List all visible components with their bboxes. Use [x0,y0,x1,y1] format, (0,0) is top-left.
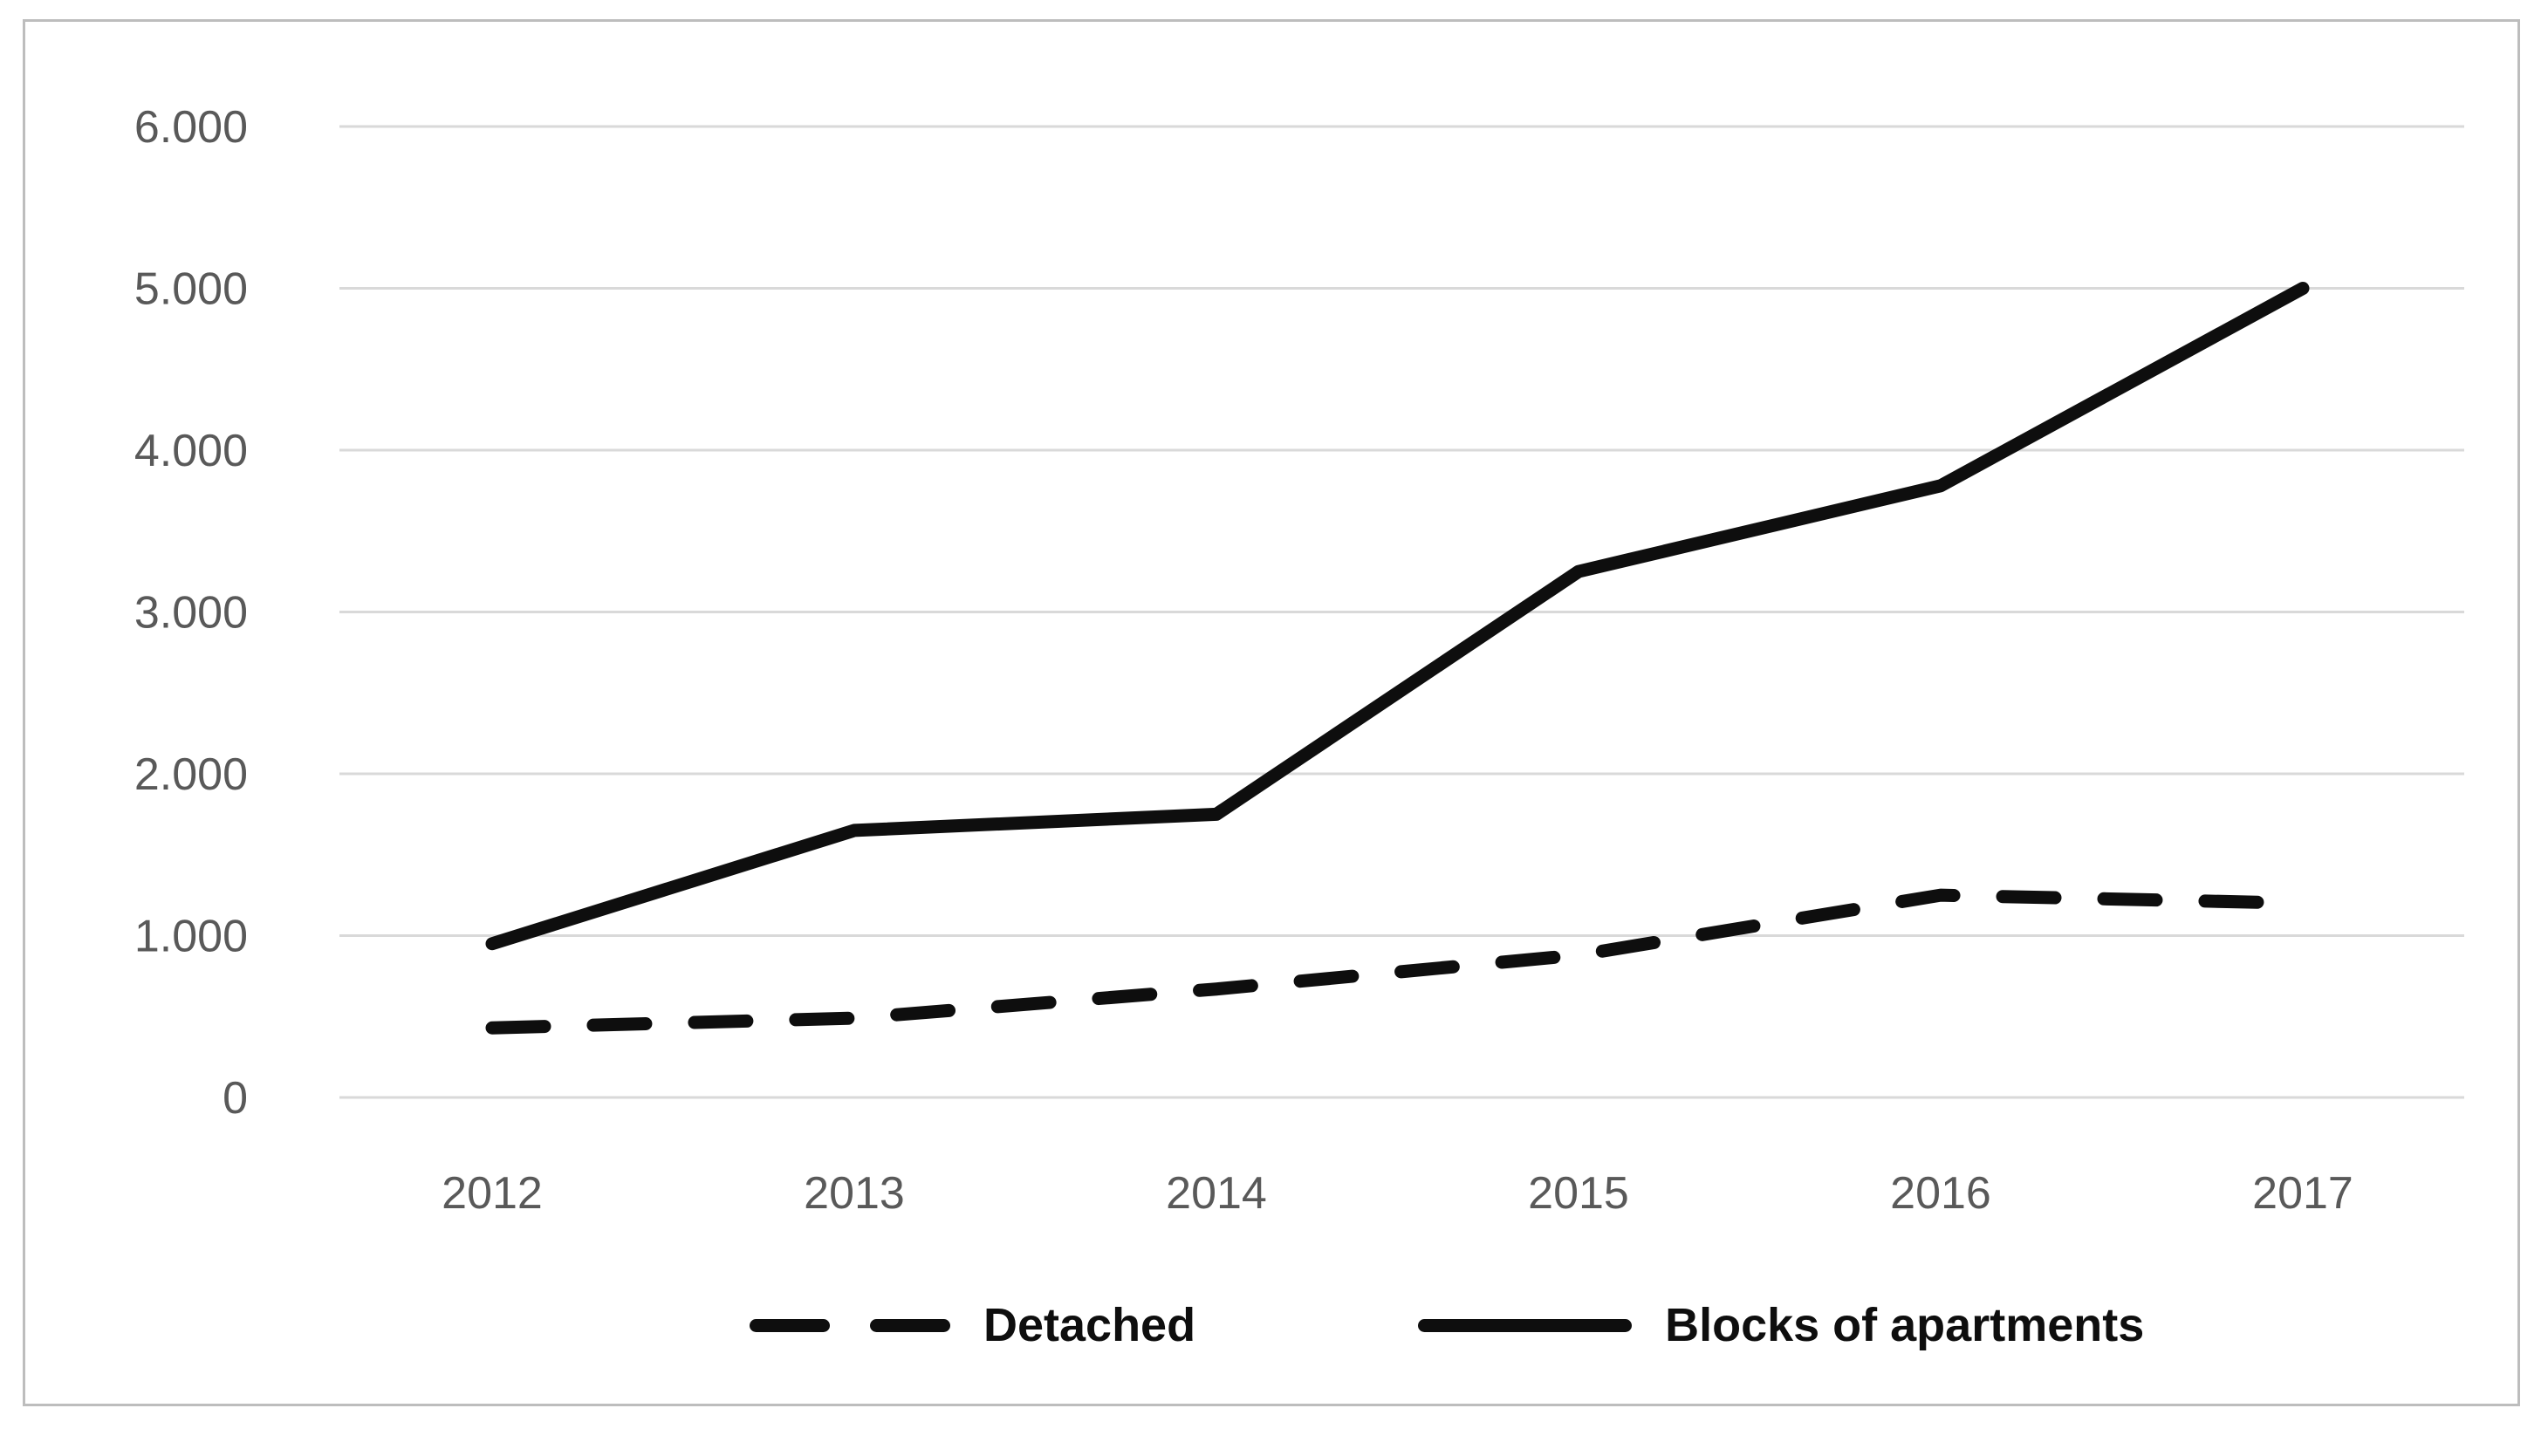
y-axis-tick-label: 5.000 [134,264,248,315]
dashed-line-marker-icon [750,1318,950,1332]
legend-item-blocks-of-apartments: Blocks of apartments [1418,1298,2144,1352]
y-axis-tick-label: 6.000 [134,102,248,153]
x-axis-tick-label: 2014 [1166,1168,1267,1219]
series-line-dashed-detached [485,888,2310,1035]
x-axis-tick-label: 2016 [1890,1168,1991,1219]
x-axis-tick-label: 2017 [2252,1168,2353,1219]
y-axis-tick-label: 2.000 [134,749,248,800]
chart-legend: Detached Blocks of apartments [750,1289,2144,1362]
x-axis-tick-label: 2012 [442,1168,543,1219]
legend-label-blocks-of-apartments: Blocks of apartments [1665,1299,2145,1351]
y-axis-tick-label: 1.000 [134,912,248,962]
x-axis-tick-label: 2015 [1528,1168,1629,1219]
chart-frame: 0 1.000 2.000 3.000 4.000 5.000 6.000 2012 2013 2… [23,19,2520,1406]
legend-label-detached: Detached [983,1299,1196,1351]
y-axis-tick-label: 0 [223,1073,248,1124]
y-axis-tick-label: 3.000 [134,588,248,639]
y-axis-tick-label: 4.000 [134,426,248,476]
series-line-solid-blocks-of-apartments [485,282,2310,951]
line-chart-plot: 0 1.000 2.000 3.000 4.000 5.000 6.000 2012 2013 2… [134,102,2464,1219]
x-axis-tick-label: 2013 [804,1168,905,1219]
solid-line-marker-icon [1418,1318,1633,1332]
legend-item-detached: Detached [750,1298,1195,1352]
